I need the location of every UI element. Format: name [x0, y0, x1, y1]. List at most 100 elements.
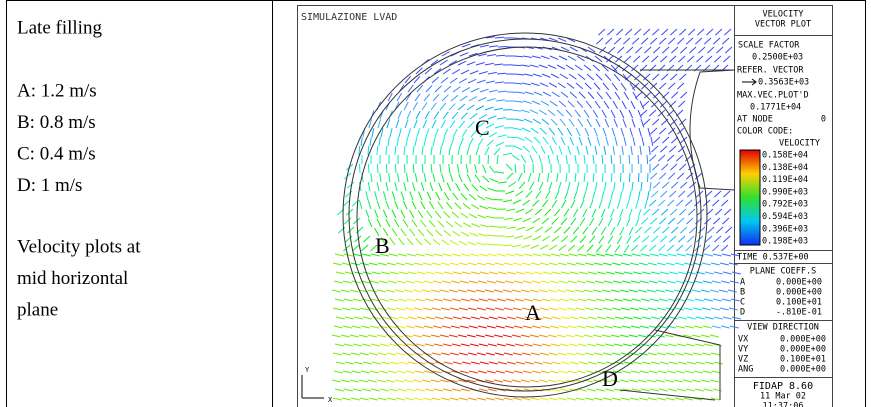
vector-arrow — [521, 290, 530, 292]
vector-arrow — [723, 56, 730, 62]
vector-arrow — [680, 92, 687, 98]
vector-arrow — [489, 46, 498, 47]
vector-arrow — [381, 362, 390, 364]
vector-arrow — [621, 263, 630, 265]
vector-arrow — [415, 281, 424, 283]
vector-arrow — [638, 209, 641, 218]
vector-arrow — [571, 218, 576, 225]
panel-info: MAX.VEC.PLOT'D — [737, 91, 809, 101]
vector-arrow — [641, 254, 650, 256]
vector-arrow — [561, 272, 570, 274]
vector-arrow — [451, 95, 458, 101]
vector-arrow — [470, 344, 479, 346]
vector-arrow — [503, 200, 512, 202]
vector-arrow — [532, 146, 537, 153]
vector-arrow — [613, 326, 622, 328]
vector-arrow — [353, 254, 362, 256]
vector-arrow — [670, 209, 677, 215]
region-label: D — [602, 366, 618, 391]
vector-arrow — [561, 362, 570, 364]
vector-arrow — [558, 263, 567, 265]
vector-arrow — [549, 128, 555, 135]
vector-arrow — [684, 308, 693, 310]
caption-line: plane — [17, 299, 58, 320]
vector-arrow — [685, 326, 694, 328]
vector-arrow — [624, 92, 629, 100]
vector-arrow — [480, 225, 489, 227]
vector-arrow — [649, 110, 656, 116]
vector-arrow — [489, 90, 498, 92]
vector-arrow — [580, 218, 585, 226]
vector-arrow — [558, 398, 567, 400]
vector-arrow — [452, 299, 461, 301]
vector-arrow — [629, 335, 638, 337]
vector-arrow — [380, 389, 389, 391]
vector-arrow — [542, 236, 550, 241]
vector-arrow — [574, 191, 577, 199]
vector-arrow — [599, 236, 604, 243]
vector-arrow — [711, 353, 720, 355]
vector-arrow — [380, 344, 389, 346]
panel-info: 0 — [821, 115, 826, 125]
vector-arrow — [386, 182, 388, 191]
vector-arrow — [495, 126, 504, 128]
vector-arrow — [351, 353, 360, 355]
vector-arrow — [336, 317, 345, 319]
vector-arrow — [552, 218, 558, 224]
vector-arrow — [642, 272, 651, 274]
vector-arrow — [386, 201, 389, 209]
vector-arrow — [407, 254, 416, 256]
vector-arrow — [540, 128, 547, 134]
vector-arrow — [505, 371, 514, 373]
vector-arrow — [531, 83, 540, 86]
vector-arrow — [649, 245, 656, 251]
vector-arrow — [551, 74, 559, 78]
vector-arrow — [597, 272, 606, 274]
vector-arrow — [516, 317, 525, 319]
vector-arrow — [335, 299, 344, 301]
vector-arrow — [422, 380, 431, 382]
vector-arrow — [469, 371, 478, 373]
vector-arrow — [633, 137, 635, 146]
vector-arrow — [467, 62, 475, 65]
speed-line: D: 1 m/s — [17, 175, 82, 196]
vector-arrow — [558, 128, 563, 135]
vector-arrow — [532, 218, 540, 223]
vector-arrow — [558, 38, 566, 41]
vector-arrow — [516, 227, 525, 230]
panel-section-title: VIEW DIRECTION — [747, 323, 819, 333]
vector-arrow — [383, 191, 386, 200]
vector-arrow — [648, 353, 657, 355]
vector-arrow — [444, 86, 451, 92]
vector-arrow — [614, 38, 621, 44]
vector-arrow — [464, 184, 469, 191]
vector-arrow — [432, 353, 441, 355]
panel-info: COLOR CODE: — [737, 127, 793, 137]
vector-arrow — [531, 263, 540, 265]
vector-arrow — [599, 200, 602, 208]
vector-arrow — [470, 299, 479, 301]
vector-arrow — [453, 362, 462, 364]
vector-arrow — [624, 137, 626, 146]
vector-arrow — [421, 182, 424, 191]
vector-arrow — [395, 290, 404, 292]
vector-arrow — [530, 65, 539, 67]
panel-row-key: D — [740, 308, 745, 318]
vector-arrow — [649, 146, 650, 155]
vector-arrow — [449, 290, 458, 292]
vector-arrow — [683, 380, 692, 382]
vector-arrow — [431, 164, 432, 173]
vector-arrow — [443, 69, 450, 74]
vector-arrow — [725, 47, 732, 53]
vector-arrow — [332, 380, 341, 382]
vector-arrow — [723, 272, 732, 274]
vector-arrow — [443, 112, 448, 119]
vector-arrow — [596, 74, 602, 80]
vector-arrow — [495, 353, 504, 355]
vector-arrow — [522, 263, 531, 265]
vector-arrow — [513, 83, 522, 84]
vector-arrow — [585, 398, 594, 400]
vector-arrow — [530, 155, 533, 163]
legend-label: 0.198E+03 — [762, 237, 808, 247]
vector-arrow — [363, 236, 370, 242]
